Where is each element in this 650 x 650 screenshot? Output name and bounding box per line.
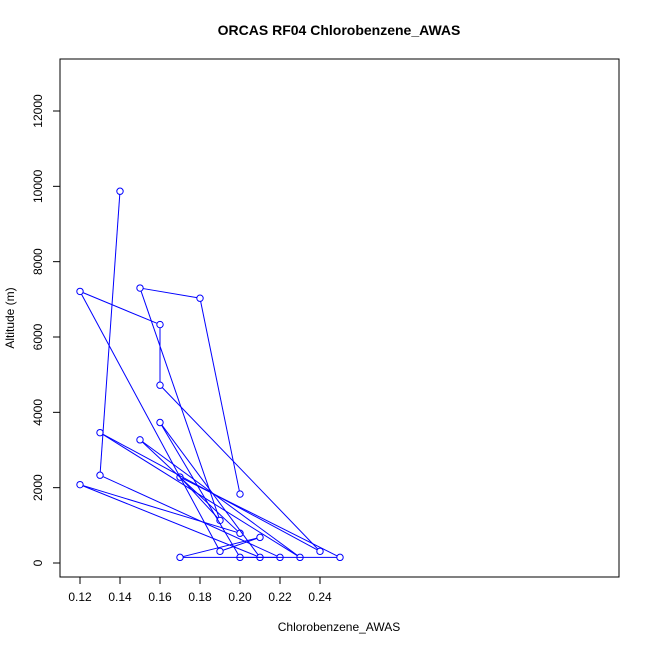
data-point bbox=[236, 529, 244, 537]
y-tick-label: 8000 bbox=[31, 248, 45, 275]
data-point bbox=[236, 490, 244, 498]
x-tick-label: 0.22 bbox=[268, 590, 292, 604]
data-point bbox=[276, 553, 284, 562]
data-point bbox=[76, 287, 84, 296]
series-segment bbox=[140, 290, 220, 518]
data-point bbox=[336, 553, 344, 562]
series-segment bbox=[142, 441, 298, 556]
data-point bbox=[96, 428, 104, 437]
series-segment bbox=[143, 288, 197, 299]
data-point bbox=[236, 553, 244, 562]
data-point bbox=[156, 320, 164, 329]
data-point bbox=[76, 480, 84, 489]
y-tick-label: 12000 bbox=[31, 94, 45, 128]
series-segment bbox=[182, 478, 338, 557]
data-point bbox=[196, 294, 204, 302]
series-segment bbox=[182, 537, 258, 558]
series-lines bbox=[81, 194, 338, 558]
x-tick-label: 0.20 bbox=[228, 590, 252, 604]
y-axis-label: Altitude (m) bbox=[3, 287, 17, 348]
series-segment bbox=[222, 537, 258, 551]
x-tick-label: 0.24 bbox=[308, 590, 332, 604]
data-point bbox=[256, 553, 264, 562]
data-point bbox=[116, 187, 124, 195]
series-segment bbox=[161, 425, 239, 555]
x-tick-label: 0.14 bbox=[108, 590, 132, 604]
data-point bbox=[216, 516, 224, 525]
series-segment bbox=[82, 292, 158, 324]
data-point bbox=[96, 471, 104, 479]
x-axis-label: Chlorobenzene_AWAS bbox=[278, 620, 401, 634]
y-tick-label: 4000 bbox=[31, 399, 45, 426]
x-axis-ticks: 0.12 0.14 0.16 0.18 0.20 0.22 0.24 bbox=[68, 577, 332, 604]
data-point bbox=[136, 436, 144, 444]
y-tick-label: 2000 bbox=[31, 474, 45, 501]
data-point bbox=[176, 473, 184, 481]
series-points bbox=[76, 187, 344, 562]
chart-title: ORCAS RF04 Chlorobenzene_AWAS bbox=[218, 22, 461, 38]
data-point bbox=[296, 553, 304, 562]
series-segment bbox=[200, 301, 240, 492]
x-tick-label: 0.12 bbox=[68, 590, 92, 604]
series-segment bbox=[102, 433, 298, 557]
series-segment bbox=[82, 485, 258, 557]
x-tick-label: 0.18 bbox=[188, 590, 212, 604]
data-point bbox=[156, 418, 164, 427]
data-point bbox=[256, 533, 264, 542]
data-point bbox=[176, 553, 184, 562]
y-tick-label: 10000 bbox=[31, 169, 45, 203]
data-point bbox=[156, 381, 164, 389]
series-segment bbox=[99, 194, 121, 473]
series-segment bbox=[82, 485, 238, 533]
data-point bbox=[316, 547, 324, 556]
series-segment bbox=[141, 441, 239, 532]
y-tick-label: 6000 bbox=[31, 323, 45, 350]
data-point bbox=[136, 284, 144, 292]
x-tick-label: 0.16 bbox=[148, 590, 172, 604]
y-axis-ticks: 0 2000 4000 6000 8000 10000 12000 bbox=[31, 94, 60, 566]
data-point bbox=[216, 547, 224, 556]
series-segment bbox=[102, 476, 278, 557]
series-segment bbox=[81, 294, 219, 549]
series-segment bbox=[161, 387, 319, 550]
series-segment bbox=[181, 479, 219, 519]
y-tick-label: 0 bbox=[31, 559, 45, 566]
